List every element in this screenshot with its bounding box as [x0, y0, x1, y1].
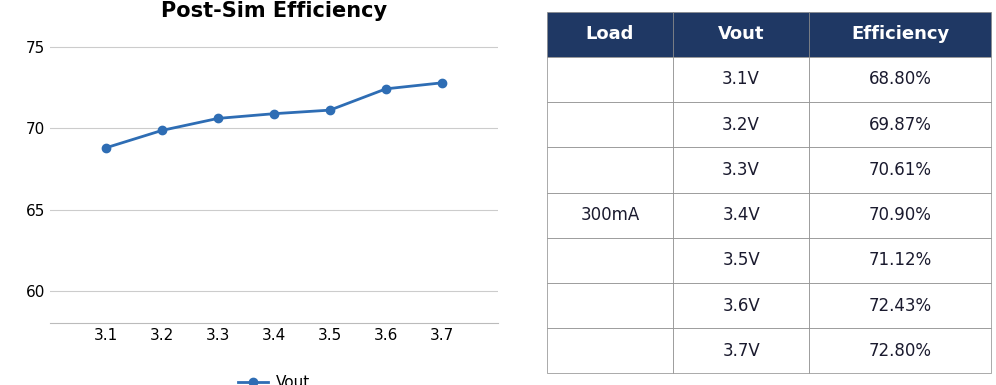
Text: 3.6V: 3.6V — [722, 296, 760, 315]
Bar — [547, 238, 673, 283]
Bar — [809, 147, 991, 192]
Bar — [673, 192, 809, 238]
Bar — [673, 57, 809, 102]
Bar — [673, 12, 809, 57]
Legend: Vout: Vout — [231, 369, 317, 385]
Bar — [673, 238, 809, 283]
Text: 3.4V: 3.4V — [722, 206, 760, 224]
Bar — [673, 328, 809, 373]
Bar — [547, 12, 673, 57]
Text: Load: Load — [586, 25, 634, 43]
Bar — [547, 147, 673, 192]
Vout — [324, 108, 336, 112]
Text: 3.1V: 3.1V — [722, 70, 760, 89]
Text: 72.80%: 72.80% — [869, 342, 931, 360]
Vout — [100, 146, 112, 150]
Title: Post-Sim Efficiency: Post-Sim Efficiency — [160, 1, 387, 21]
Bar — [809, 12, 991, 57]
Text: 70.90%: 70.90% — [869, 206, 931, 224]
Text: 70.61%: 70.61% — [869, 161, 931, 179]
Vout — [436, 80, 448, 85]
Text: 71.12%: 71.12% — [869, 251, 931, 270]
Bar — [547, 192, 673, 238]
Bar — [673, 147, 809, 192]
Vout — [155, 128, 167, 133]
Vout — [379, 87, 391, 91]
Text: 72.43%: 72.43% — [869, 296, 931, 315]
Bar — [809, 102, 991, 147]
Bar — [673, 283, 809, 328]
Bar — [547, 328, 673, 373]
Text: 69.87%: 69.87% — [869, 116, 931, 134]
Text: Efficiency: Efficiency — [851, 25, 949, 43]
Bar — [809, 192, 991, 238]
Bar — [547, 57, 673, 102]
Text: 300mA: 300mA — [581, 206, 639, 224]
Bar — [809, 57, 991, 102]
Text: 68.80%: 68.80% — [869, 70, 931, 89]
Text: 3.3V: 3.3V — [722, 161, 760, 179]
Bar — [547, 102, 673, 147]
Text: 3.2V: 3.2V — [722, 116, 760, 134]
Vout — [268, 111, 280, 116]
Text: 3.5V: 3.5V — [722, 251, 760, 270]
Vout — [212, 116, 224, 121]
Bar — [673, 102, 809, 147]
Bar — [809, 328, 991, 373]
Bar — [809, 283, 991, 328]
Text: Vout: Vout — [718, 25, 764, 43]
Bar — [809, 238, 991, 283]
Bar — [547, 283, 673, 328]
Line: Vout: Vout — [102, 79, 446, 152]
Text: 3.7V: 3.7V — [722, 342, 760, 360]
